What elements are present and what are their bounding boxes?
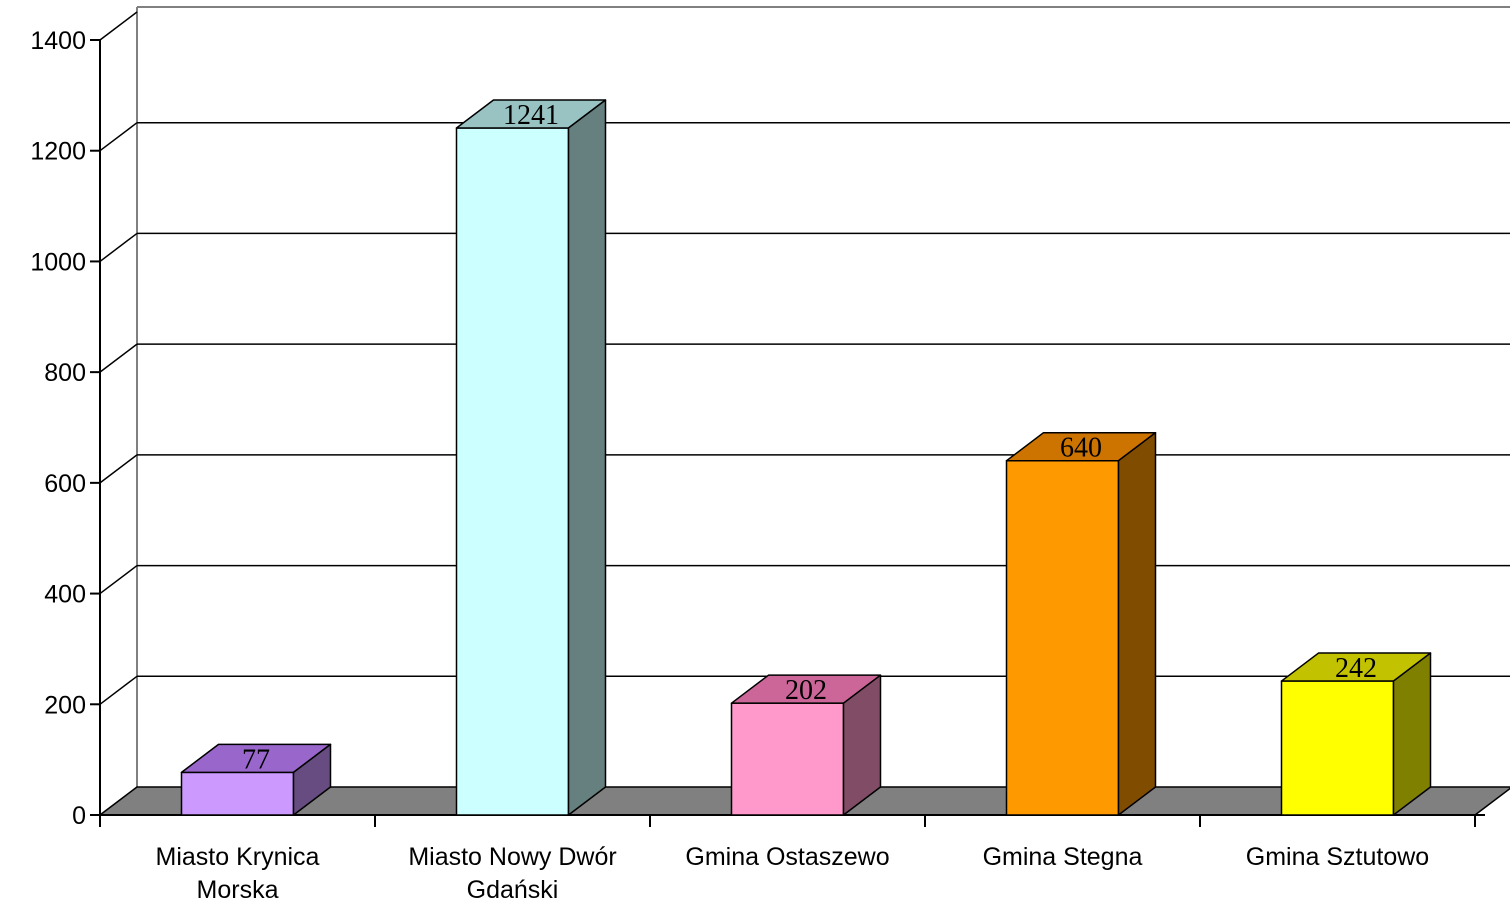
- data-label: 77: [242, 744, 270, 775]
- gridline-diagonal: [99, 343, 138, 373]
- x-category-label: Gmina Sztutowo: [1246, 843, 1429, 871]
- bar-front: [730, 702, 845, 816]
- bar-1: [455, 99, 607, 816]
- bar-front: [1280, 680, 1395, 816]
- x-category-label: Gdański: [467, 876, 559, 904]
- bar-side: [292, 743, 332, 816]
- gridline-diagonal: [99, 564, 138, 595]
- y-tick-label: 200: [44, 691, 86, 719]
- x-category-label: Gmina Ostaszewo: [685, 843, 889, 871]
- bar-3: [1005, 431, 1157, 816]
- y-tick-label: 1000: [30, 248, 86, 276]
- y-tick-label: 600: [44, 470, 86, 498]
- bar-side: [567, 99, 607, 816]
- bar-front: [455, 127, 570, 816]
- x-category-label: Morska: [197, 876, 279, 904]
- gridline-diagonal: [99, 232, 138, 263]
- bar-2: [730, 674, 882, 816]
- data-labels: 77 1241 202 640 242: [242, 100, 1377, 775]
- y-tick-label: 400: [44, 581, 86, 609]
- data-label: 202: [785, 675, 827, 706]
- gridline-diagonal: [99, 675, 138, 705]
- bar-front: [180, 771, 295, 816]
- x-category-label: Miasto Nowy Dwór: [408, 843, 616, 871]
- bar-side: [1117, 431, 1157, 816]
- y-tick-label: 0: [72, 802, 86, 830]
- y-tick-label: 1200: [30, 138, 86, 166]
- data-label: 1241: [503, 100, 559, 131]
- x-category-label: Miasto Krynica: [156, 843, 320, 871]
- gridline-diagonal: [99, 11, 138, 41]
- y-tick-label: 1400: [30, 27, 86, 55]
- data-label: 242: [1335, 653, 1377, 684]
- gridlines: [99, 11, 1510, 705]
- x-category-label: Gmina Stegna: [983, 843, 1143, 871]
- bar-side: [1392, 652, 1432, 816]
- bar-side: [842, 674, 882, 816]
- gridline-diagonal: [99, 454, 138, 484]
- bar-4: [1280, 652, 1432, 816]
- bars: [180, 99, 1432, 816]
- y-tick-label: 800: [44, 359, 86, 387]
- bar-front: [1005, 459, 1120, 816]
- gridline-diagonal: [99, 122, 138, 152]
- bar-0: [180, 743, 332, 816]
- data-label: 640: [1060, 433, 1102, 464]
